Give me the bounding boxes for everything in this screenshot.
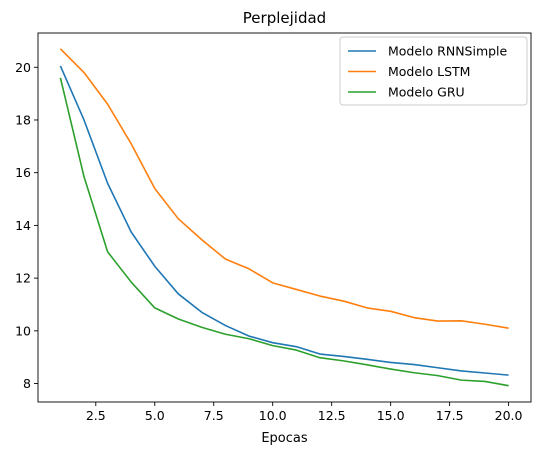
y-tick-label: 18 — [15, 112, 31, 127]
chart-title: Perplejidad — [243, 9, 326, 27]
y-tick-label: 10 — [15, 323, 31, 338]
x-tick-label: 20.0 — [495, 408, 523, 423]
legend-entry: Modelo RNNSimple — [388, 44, 508, 59]
legend-entry: Modelo GRU — [388, 85, 465, 100]
x-tick-label: 2.5 — [86, 408, 106, 423]
series-line-0 — [59, 65, 509, 376]
x-tick-label: 5.0 — [145, 408, 165, 423]
x-tick-label: 10.0 — [259, 408, 287, 423]
legend-box — [339, 36, 528, 106]
y-axis: 8 10 12 14 16 18 20 — [15, 60, 38, 391]
x-axis-label: Epocas — [261, 431, 308, 446]
y-tick-label: 12 — [15, 271, 31, 286]
y-tick-label: 16 — [15, 165, 31, 180]
y-tick-label: 8 — [23, 376, 31, 391]
y-tick-label: 14 — [15, 218, 31, 233]
legend-entry: Modelo LSTM — [388, 64, 470, 79]
axes-frame — [37, 32, 532, 403]
x-tick-label: 12.5 — [318, 408, 346, 423]
series-line-1 — [59, 48, 509, 329]
legend: Modelo RNNSimple Modelo LSTM Modelo GRU — [339, 36, 528, 106]
x-axis: 2.5 5.0 7.5 10.0 12.5 15.0 17.5 20.0 — [86, 402, 523, 423]
series-line-2 — [59, 77, 509, 387]
series-layer — [59, 48, 509, 387]
x-tick-label: 15.0 — [377, 408, 405, 423]
y-tick-label: 20 — [15, 60, 31, 75]
x-tick-label: 17.5 — [436, 408, 464, 423]
x-tick-label: 7.5 — [204, 408, 224, 423]
